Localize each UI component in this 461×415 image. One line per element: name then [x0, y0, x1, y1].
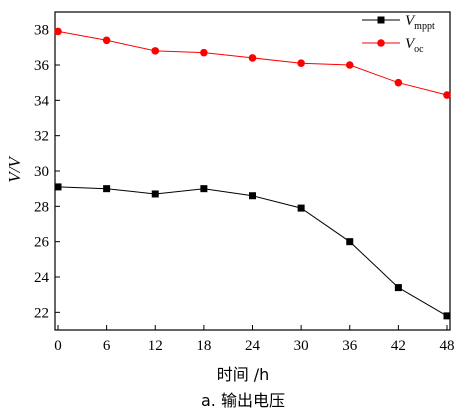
- legend-label: Voc: [405, 36, 424, 55]
- legend-marker: [377, 39, 385, 47]
- series-mppt: [54, 183, 451, 320]
- x-axis: 0 6 12 18 24 30 36 42 48: [54, 325, 455, 354]
- series-line-oc: [57, 30, 448, 96]
- y-tick-label: 32: [34, 129, 49, 145]
- series-line-mppt: [57, 186, 448, 317]
- legend-item-oc: Voc: [362, 36, 424, 55]
- x-axis-title: 时间 /h: [217, 365, 270, 384]
- x-tick-label: 48: [440, 338, 455, 354]
- legend-marker: [377, 16, 385, 24]
- data-point-oc: [151, 47, 160, 55]
- data-point-oc: [297, 59, 305, 68]
- data-point-mppt: [249, 192, 256, 200]
- series-layer: [54, 27, 451, 320]
- y-tick-label: 36: [34, 58, 50, 74]
- x-tick-label: 18: [196, 338, 211, 354]
- y-tick-label: 24: [34, 270, 50, 286]
- data-point-mppt: [151, 190, 159, 198]
- legend-item-mppt: Vmppt: [362, 13, 435, 32]
- y-tick-label: 28: [34, 199, 49, 215]
- y-tick-label: 26: [34, 235, 50, 251]
- series-oc: [54, 27, 451, 99]
- y-tick-label: 34: [34, 93, 50, 109]
- chart-caption: a. 输出电压: [201, 391, 285, 410]
- data-point-oc: [54, 27, 62, 36]
- data-point-oc: [102, 36, 111, 45]
- y-tick-label: 22: [34, 305, 49, 321]
- data-point-oc: [200, 48, 208, 57]
- y-tick-label: 38: [34, 23, 49, 39]
- x-tick-label: 6: [103, 338, 111, 354]
- data-point-mppt: [54, 183, 62, 191]
- x-tick-label: 42: [391, 338, 406, 354]
- data-point-mppt: [200, 185, 208, 193]
- data-point-oc: [394, 78, 403, 87]
- data-point-mppt: [103, 185, 111, 193]
- legend: Vmppt Voc: [362, 13, 435, 55]
- x-tick-label: 24: [245, 338, 261, 354]
- y-axis: 22 24 26 28 30 32 34 36 38: [34, 23, 60, 321]
- data-point-mppt: [346, 238, 354, 246]
- x-tick-label: 36: [342, 338, 358, 354]
- legend-label: Vmppt: [405, 13, 435, 32]
- data-point-oc: [248, 54, 257, 62]
- data-point-oc: [443, 91, 451, 99]
- data-point-mppt: [443, 312, 451, 320]
- x-tick-label: 0: [54, 338, 62, 354]
- data-point-mppt: [297, 204, 305, 212]
- data-point-mppt: [394, 284, 402, 292]
- data-point-oc: [345, 61, 354, 69]
- x-tick-label: 30: [294, 338, 309, 354]
- x-tick-label: 12: [148, 338, 163, 354]
- y-axis-title: V/V: [5, 155, 24, 183]
- y-tick-label: 30: [34, 164, 49, 180]
